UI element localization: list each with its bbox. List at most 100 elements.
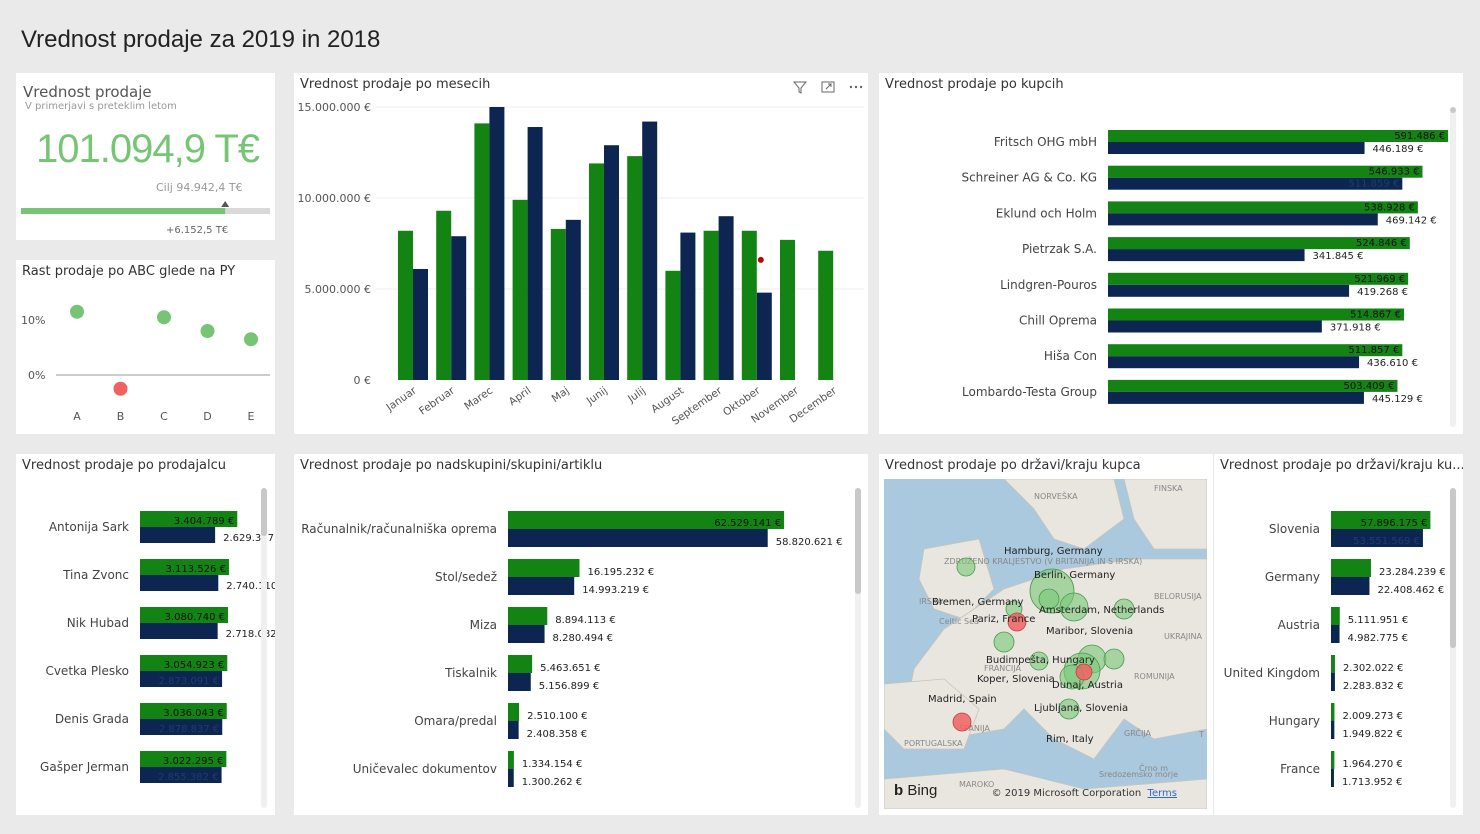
groups-chart: Računalnik/računalniška oprema 62.529.141… xyxy=(301,511,843,788)
map-canvas[interactable]: NORVEŠKA FINSKA ZDRUŽENO KRALJESTVO (V BRI… xyxy=(884,479,1207,809)
groups-value-current: 2.510.100 € xyxy=(527,711,587,722)
kpi-value: 101.094,9 T€ xyxy=(36,127,260,171)
groups-bar-previous xyxy=(508,769,514,787)
countries-value-previous: 2.283.832 € xyxy=(1343,681,1403,692)
countries-bar-previous xyxy=(1331,577,1370,595)
groups-scrollbar[interactable] xyxy=(855,488,861,808)
countries-value-previous: 1.713.952 € xyxy=(1342,777,1402,788)
monthly-x-label: Maj xyxy=(550,385,572,405)
map-terms-link[interactable]: Terms xyxy=(1147,788,1177,799)
countries-value-current: 5.111.951 € xyxy=(1348,615,1408,626)
customers-bar-previous xyxy=(1108,249,1305,262)
monthly-bar-current xyxy=(589,163,604,380)
groups-bar-previous xyxy=(508,673,531,691)
map-tile[interactable]: Vrednost prodaje po državi/kraju kupca N… xyxy=(879,454,1213,815)
map-bubble[interactable] xyxy=(1029,651,1049,671)
map-bubble[interactable] xyxy=(1075,663,1093,681)
map-copyright: © 2019 Microsoft Corporation Terms xyxy=(992,788,1177,799)
europe-map[interactable]: NORVEŠKA FINSKA ZDRUŽENO KRALJESTVO (V BRI… xyxy=(884,479,1207,809)
countries-bar-previous xyxy=(1331,529,1423,547)
groups-tile[interactable]: Vrednost prodaje po nadskupini/skupini/a… xyxy=(294,454,868,815)
monthly-bar-current xyxy=(741,230,757,380)
filter-icon[interactable] xyxy=(792,79,808,95)
customers-tile[interactable]: Vrednost prodaje po kupcih Fritsch OHG m… xyxy=(879,73,1463,434)
countries-row-label: Germany xyxy=(1265,570,1320,584)
sellers-value-current: 3.036.043 € xyxy=(163,708,223,719)
groups-bar-previous xyxy=(508,721,519,739)
kpi-tile[interactable]: Vrednost prodaje V primerjavi s pretekli… xyxy=(16,73,275,240)
groups-scroll-thumb[interactable] xyxy=(855,488,861,594)
monthly-bar-previous xyxy=(604,145,619,380)
customers-value-previous: 511.859 € xyxy=(1348,179,1399,190)
map-bubble[interactable] xyxy=(1113,598,1135,620)
more-options-icon[interactable] xyxy=(848,79,864,95)
groups-value-current: 5.463.651 € xyxy=(540,663,600,674)
map-bubble[interactable] xyxy=(952,712,972,732)
customers-scrollbar[interactable] xyxy=(1450,107,1456,427)
customers-bar-current xyxy=(1108,130,1449,142)
customers-scroll-thumb[interactable] xyxy=(1450,107,1456,113)
groups-bar-current xyxy=(508,559,580,577)
customers-bar-previous xyxy=(1108,142,1365,154)
map-region-label: T xyxy=(1198,730,1204,739)
customers-bar-current xyxy=(1108,165,1423,178)
monthly-bar-previous xyxy=(642,121,658,380)
monthly-bar-current xyxy=(627,156,643,380)
map-bubble[interactable] xyxy=(993,631,1015,653)
sellers-value-current: 3.054.923 € xyxy=(164,660,224,671)
sellers-scroll-thumb[interactable] xyxy=(261,488,267,536)
sellers-bar-current xyxy=(140,607,229,623)
monthly-bar-current xyxy=(550,228,566,380)
abc-tick-0: 0% xyxy=(28,369,45,382)
countries-row-label: Austria xyxy=(1278,618,1320,632)
countries-bar-previous xyxy=(1331,769,1334,787)
countries-scrollbar[interactable] xyxy=(1450,488,1456,808)
customers-row-label: Hiša Con xyxy=(1044,349,1097,363)
customers-value-current: 546.933 € xyxy=(1369,167,1420,178)
countries-bar-current xyxy=(1331,511,1431,529)
abc-point-c xyxy=(157,310,171,325)
sellers-bar-previous xyxy=(140,767,222,783)
countries-row-label: Slovenia xyxy=(1269,522,1320,536)
monthly-y-tick: 10.000.000 € xyxy=(298,192,371,205)
countries-bar-previous xyxy=(1331,673,1335,691)
map-bubble[interactable] xyxy=(1007,612,1027,632)
map-bubble[interactable] xyxy=(1058,698,1080,720)
monthly-chart: 15.000.000 € 10.000.000 € 5.000.000 € 0 € Ja… xyxy=(298,101,864,428)
countries-tile[interactable]: Vrednost prodaje po državi/kraju ku... S… xyxy=(1214,454,1463,815)
map-bubble[interactable] xyxy=(956,557,976,577)
map-bubble[interactable] xyxy=(1038,588,1060,610)
bing-icon: b xyxy=(894,782,904,799)
abc-category-c: C xyxy=(160,410,168,423)
map-bubble[interactable] xyxy=(1059,592,1089,622)
countries-value-previous: 1.949.822 € xyxy=(1342,729,1402,740)
map-region-label: ROMUNIJA xyxy=(1134,672,1175,681)
focus-mode-icon[interactable] xyxy=(820,79,836,95)
sellers-row-label: Denis Grada xyxy=(55,712,129,726)
groups-bar-previous xyxy=(508,577,575,595)
sellers-tile[interactable]: Vrednost prodaje po prodajalcu Antonija … xyxy=(16,454,275,815)
monthly-x-label: Julij xyxy=(625,385,648,406)
sellers-value-previous: 2.878.837 € xyxy=(159,724,219,735)
abc-category-d: D xyxy=(203,410,211,423)
countries-scroll-thumb[interactable] xyxy=(1450,488,1456,648)
monthly-tile[interactable]: Vrednost prodaje po mesecih 15.000.000 €… xyxy=(294,73,868,434)
groups-bar-current xyxy=(508,703,520,721)
map-bubble[interactable] xyxy=(1103,648,1125,670)
groups-title: Vrednost prodaje po nadskupini/skupini/a… xyxy=(300,458,603,473)
customers-bar-previous xyxy=(1108,391,1364,404)
abc-category-b: B xyxy=(117,410,125,423)
sellers-bar-previous xyxy=(140,527,216,543)
abc-tick-10: 10% xyxy=(21,314,45,327)
sellers-scrollbar[interactable] xyxy=(261,488,267,808)
groups-bar-current xyxy=(508,607,548,625)
customers-value-previous: 341.845 € xyxy=(1313,251,1364,262)
sellers-value-previous: 2.740.110 € xyxy=(226,581,275,592)
kpi-title: Vrednost prodaje xyxy=(23,83,152,101)
abc-tile[interactable]: Rast prodaje po ABC glede na PY 10% 0% A B C… xyxy=(16,260,275,434)
monthly-bar-previous xyxy=(413,268,428,380)
monthly-x-label: Marec xyxy=(462,385,495,413)
customers-bar-previous xyxy=(1108,284,1350,297)
groups-row-label: Stol/sedež xyxy=(435,570,497,584)
groups-value-previous: 8.280.494 € xyxy=(553,633,613,644)
